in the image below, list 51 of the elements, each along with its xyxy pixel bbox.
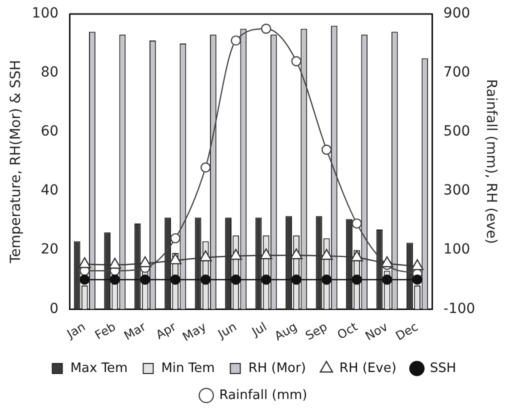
point [230,35,241,46]
point [260,24,272,34]
point [108,258,122,269]
point [321,144,332,155]
point [170,233,180,244]
y2-tick-label: 300 [443,182,470,199]
x-tick-label: Dec [393,320,420,344]
point [350,250,364,262]
point [260,248,272,260]
point [138,256,152,268]
legend-label: Rainfall (mm) [219,388,308,403]
y-axis-title: Temperature, RH(Mor) & SSH [8,60,24,264]
point [320,248,333,260]
x-tick-label: Sep [303,320,330,343]
legend-label: RH (Eve) [339,360,396,376]
y2-tick-label: 500 [443,124,470,140]
x-tick-label: Jun [214,320,239,342]
y2-tick-label: 700 [443,64,470,81]
x-tick-label: Jul [248,320,270,340]
x-tick-label: Jan [64,320,88,342]
x-tick-label: Feb [92,320,118,342]
legend-label: RH (Mor) [248,360,306,376]
y-tick-label: 0 [50,300,59,317]
y-tick-label: 80 [40,64,59,81]
point [290,248,303,260]
x-tick-label: Oct [334,319,360,342]
legend-label: Min Tem [161,360,215,376]
legend-label: Max Tem [70,360,128,376]
point [411,259,424,270]
y2-tick-label: -100 [443,300,476,317]
point [291,56,302,66]
point [169,253,182,264]
x-tick-label: Mar [122,320,148,343]
x-tick-label: Apr [153,320,178,342]
y2-tick-label: 100 [443,242,470,258]
y-tick-label: 100 [32,6,59,22]
legend-label: SSH [430,360,456,376]
point [78,257,91,268]
x-tick-label: Nov [362,320,390,344]
y-tick-label: 60 [40,124,59,140]
point [200,162,211,173]
y-tick-label: 20 [40,242,59,258]
point [199,250,212,262]
y2-tick-label: 900 [443,6,470,22]
y2-axis-title: Rainfall (mm), RH (eve) [482,79,499,244]
point [380,256,394,268]
x-tick-label: May [180,320,209,344]
x-tick-label: Aug [272,320,300,344]
y-tick-label: 40 [40,182,59,199]
point [352,218,362,229]
point [230,248,242,260]
